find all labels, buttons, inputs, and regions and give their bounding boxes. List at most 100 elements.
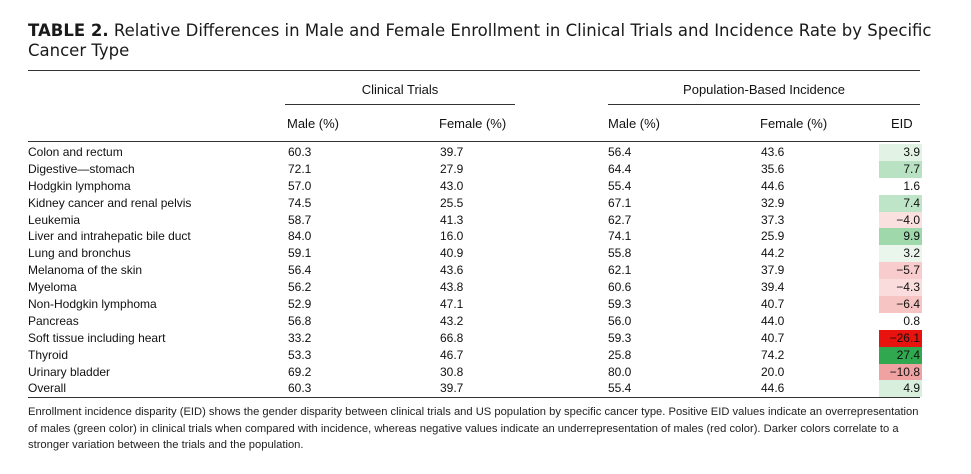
ct-male-cell: 56.2 xyxy=(288,280,312,295)
cancer-type-cell: Soft tissue including heart xyxy=(28,330,166,345)
pop-female-cell: 39.4 xyxy=(761,280,785,295)
table-title: TABLE 2. Relative Differences in Male an… xyxy=(28,21,948,61)
table-row: Colon and rectum 60.3 39.7 56.4 43.6 3.9 xyxy=(28,144,922,161)
header-rule xyxy=(28,141,920,142)
pop-male-cell: 62.7 xyxy=(608,212,632,227)
group-header-population: Population-Based Incidence xyxy=(683,82,845,97)
ct-female-cell: 43.0 xyxy=(440,178,464,193)
ct-male-cell: 33.2 xyxy=(288,330,312,345)
pop-male-cell: 64.4 xyxy=(608,161,632,176)
cancer-type-cell: Leukemia xyxy=(28,212,81,227)
ct-male-cell: 57.0 xyxy=(288,178,312,193)
pop-female-cell: 44.6 xyxy=(761,381,785,396)
pop-male-cell: 80.0 xyxy=(608,364,632,379)
group-rule-population xyxy=(608,104,920,105)
group-rule-clinical-trials xyxy=(285,104,515,105)
eid-cell: −26.1 xyxy=(879,329,922,347)
eid-cell: 7.7 xyxy=(879,160,922,178)
eid-cell: 1.6 xyxy=(879,177,922,195)
table-row: Overall 60.3 39.7 55.4 44.6 4.9 xyxy=(28,380,922,398)
pop-male-cell: 67.1 xyxy=(608,195,632,210)
bottom-rule xyxy=(28,397,920,398)
eid-cell: 3.2 xyxy=(879,245,922,263)
pop-female-cell: 44.0 xyxy=(761,313,785,328)
table-row: Non-Hodgkin lymphoma 52.9 47.1 59.3 40.7 −6.4 xyxy=(28,296,922,313)
eid-cell: −5.7 xyxy=(879,262,922,280)
pop-male-cell: 59.3 xyxy=(608,297,632,312)
ct-male-cell: 60.3 xyxy=(288,145,312,159)
eid-cell: 4.9 xyxy=(879,380,922,398)
top-rule xyxy=(28,70,920,71)
pop-female-cell: 40.7 xyxy=(761,330,785,345)
col-header-ct-male: Male (%) xyxy=(287,116,340,131)
table-row: Pancreas 56.8 43.2 56.0 44.0 0.8 xyxy=(28,312,922,330)
table-caption: Relative Differences in Male and Female … xyxy=(28,21,932,60)
table-row: Thyroid 53.3 46.7 25.8 74.2 27.4 xyxy=(28,346,922,364)
ct-female-cell: 39.7 xyxy=(440,381,464,396)
ct-female-cell: 47.1 xyxy=(440,297,464,312)
ct-female-cell: 40.9 xyxy=(440,246,464,261)
table-row: Liver and intrahepatic bile duct 84.0 16.0… xyxy=(28,228,922,246)
table-row: Hodgkin lymphoma 57.0 43.0 55.4 44.6 1.6 xyxy=(28,177,922,195)
table-row: Kidney cancer and renal pelvis 74.5 25.5 67… xyxy=(28,194,922,212)
ct-female-cell: 46.7 xyxy=(440,347,464,362)
pop-female-cell: 32.9 xyxy=(761,195,785,210)
table-row: Melanoma of the skin 56.4 43.6 62.1 37.9 −5.7 xyxy=(28,262,922,280)
ct-male-cell: 56.8 xyxy=(288,313,312,328)
cancer-type-cell: Hodgkin lymphoma xyxy=(28,178,131,193)
pop-male-cell: 62.1 xyxy=(608,263,632,278)
table-row: Leukemia 58.7 41.3 62.7 37.3 −4.0 xyxy=(28,211,922,229)
cancer-type-cell: Urinary bladder xyxy=(28,364,111,379)
cancer-type-cell: Non-Hodgkin lymphoma xyxy=(28,297,157,312)
group-header-clinical-trials: Clinical Trials xyxy=(361,82,439,97)
table-label: TABLE 2. xyxy=(28,21,109,40)
ct-male-cell: 52.9 xyxy=(288,297,312,312)
pop-female-cell: 37.3 xyxy=(761,212,785,227)
ct-male-cell: 84.0 xyxy=(288,229,312,244)
pop-female-cell: 44.2 xyxy=(761,246,785,261)
pop-female-cell: 37.9 xyxy=(761,263,785,278)
ct-male-cell: 69.2 xyxy=(288,364,312,379)
cancer-type-cell: Melanoma of the skin xyxy=(28,263,143,278)
col-header-pop-male: Male (%) xyxy=(608,116,661,131)
pop-male-cell: 56.0 xyxy=(608,313,632,328)
pop-male-cell: 60.6 xyxy=(608,280,632,295)
cancer-type-cell: Overall xyxy=(28,381,67,396)
cancer-type-cell: Myeloma xyxy=(28,280,77,295)
cancer-type-cell: Lung and bronchus xyxy=(28,246,131,261)
pop-female-cell: 44.6 xyxy=(761,178,785,193)
eid-cell: −10.8 xyxy=(879,363,922,381)
pop-male-cell: 56.4 xyxy=(608,145,632,159)
cancer-type-cell: Colon and rectum xyxy=(28,145,123,159)
ct-female-cell: 39.7 xyxy=(440,145,464,159)
eid-cell: 7.4 xyxy=(879,194,922,212)
pop-female-cell: 43.6 xyxy=(761,145,785,159)
pop-male-cell: 25.8 xyxy=(608,347,632,362)
cancer-type-cell: Kidney cancer and renal pelvis xyxy=(28,195,192,210)
ct-female-cell: 25.5 xyxy=(440,195,464,210)
ct-male-cell: 58.7 xyxy=(288,212,312,227)
ct-male-cell: 53.3 xyxy=(288,347,312,362)
ct-female-cell: 41.3 xyxy=(440,212,464,227)
eid-cell: 0.8 xyxy=(879,312,922,330)
ct-female-cell: 43.8 xyxy=(440,280,464,295)
eid-cell: 27.4 xyxy=(879,346,922,364)
ct-male-cell: 56.4 xyxy=(288,263,312,278)
cancer-type-cell: Liver and intrahepatic bile duct xyxy=(28,229,191,244)
table-row: Urinary bladder 69.2 30.8 80.0 20.0 −10.8 xyxy=(28,363,922,381)
eid-cell: 9.9 xyxy=(879,228,922,246)
pop-female-cell: 20.0 xyxy=(761,364,785,379)
col-header-pop-female: Female (%) xyxy=(760,116,828,131)
col-header-eid: EID xyxy=(891,116,913,131)
cancer-type-cell: Digestive—stomach xyxy=(28,161,135,176)
table-row: Myeloma 56.2 43.8 60.6 39.4 −4.3 xyxy=(28,279,922,297)
pop-male-cell: 59.3 xyxy=(608,330,632,345)
table-row: Lung and bronchus 59.1 40.9 55.8 44.2 3.2 xyxy=(28,245,922,263)
ct-male-cell: 59.1 xyxy=(288,246,312,261)
pop-male-cell: 55.8 xyxy=(608,246,632,261)
ct-female-cell: 30.8 xyxy=(440,364,464,379)
ct-female-cell: 27.9 xyxy=(440,161,464,176)
cancer-type-cell: Thyroid xyxy=(28,347,69,362)
eid-cell: −4.0 xyxy=(879,211,922,229)
pop-female-cell: 35.6 xyxy=(761,161,785,176)
